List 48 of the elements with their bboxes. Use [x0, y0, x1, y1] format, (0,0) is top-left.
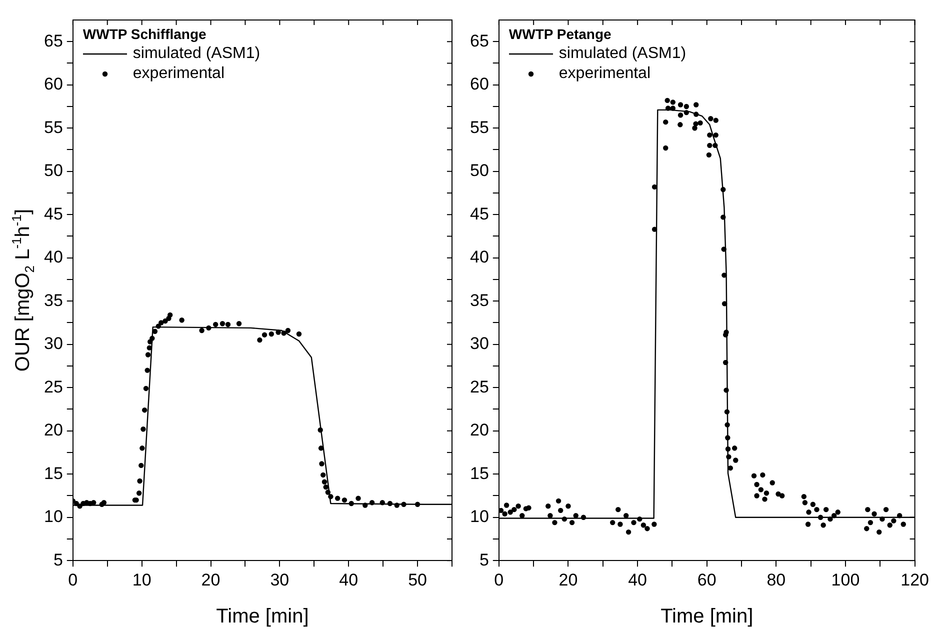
x-tick-label: 40: [628, 570, 648, 590]
y-tick-label: 25: [470, 377, 489, 396]
y-tick-label: 5: [479, 550, 489, 570]
y-tick-label: 40: [44, 248, 63, 267]
y-tick-label: 5: [53, 550, 63, 570]
legend-label: simulated (ASM1): [132, 44, 260, 64]
y-tick-label: 60: [44, 74, 63, 94]
y-tick-label: 60: [470, 74, 489, 94]
x-tick-label: 60: [697, 570, 716, 590]
x-tick-label: 10: [132, 570, 152, 590]
y-tick-label: 30: [470, 334, 489, 354]
y-tick-label: 55: [44, 118, 63, 137]
x-tick-label: 0: [494, 570, 504, 590]
y-tick-label: 20: [470, 420, 489, 440]
x-tick-label: 0: [68, 570, 78, 590]
y-tick-label: 25: [44, 377, 63, 396]
y-tick-label: 45: [470, 204, 489, 224]
y-tick-label: 15: [44, 464, 63, 483]
y-tick-label: 65: [470, 31, 489, 50]
y-axis-title: OUR [mgO2 L-1h-1]: [9, 208, 37, 372]
legend-label: experimental: [558, 64, 651, 84]
x-tick-label: 40: [339, 570, 358, 590]
y-tick-label: 20: [44, 420, 63, 440]
y-tick-label: 30: [44, 334, 63, 354]
legend-label: simulated (ASM1): [558, 44, 686, 64]
x-tick-label: 80: [766, 570, 786, 590]
y-tick-label: 35: [44, 290, 63, 310]
y-tick-label: 65: [44, 31, 63, 50]
x-tick-label: 20: [201, 570, 220, 590]
y-tick-label: 50: [470, 161, 489, 180]
x-tick-label: 50: [408, 570, 427, 590]
y-tick-label: 55: [470, 118, 489, 137]
x-tick-label: 20: [558, 570, 578, 590]
x-tick-label: 100: [831, 570, 860, 590]
legend-title: WWTP Schifflange: [82, 25, 208, 44]
y-tick-label: 50: [44, 161, 63, 180]
legend-label: experimental: [132, 64, 225, 84]
y-tick-label: 40: [470, 248, 489, 267]
y-tick-label: 15: [470, 464, 489, 483]
x-axis-title: Time [min]: [216, 606, 309, 628]
x-axis-title: Time [min]: [660, 606, 754, 628]
x-tick-label: 120: [900, 570, 930, 590]
x-tick-label: 30: [270, 570, 290, 590]
y-tick-label: 10: [44, 507, 63, 526]
y-tick-label: 10: [470, 507, 489, 526]
legend-title: WWTP Petange: [508, 25, 612, 44]
y-tick-label: 35: [470, 290, 489, 310]
y-tick-label: 45: [44, 204, 63, 224]
